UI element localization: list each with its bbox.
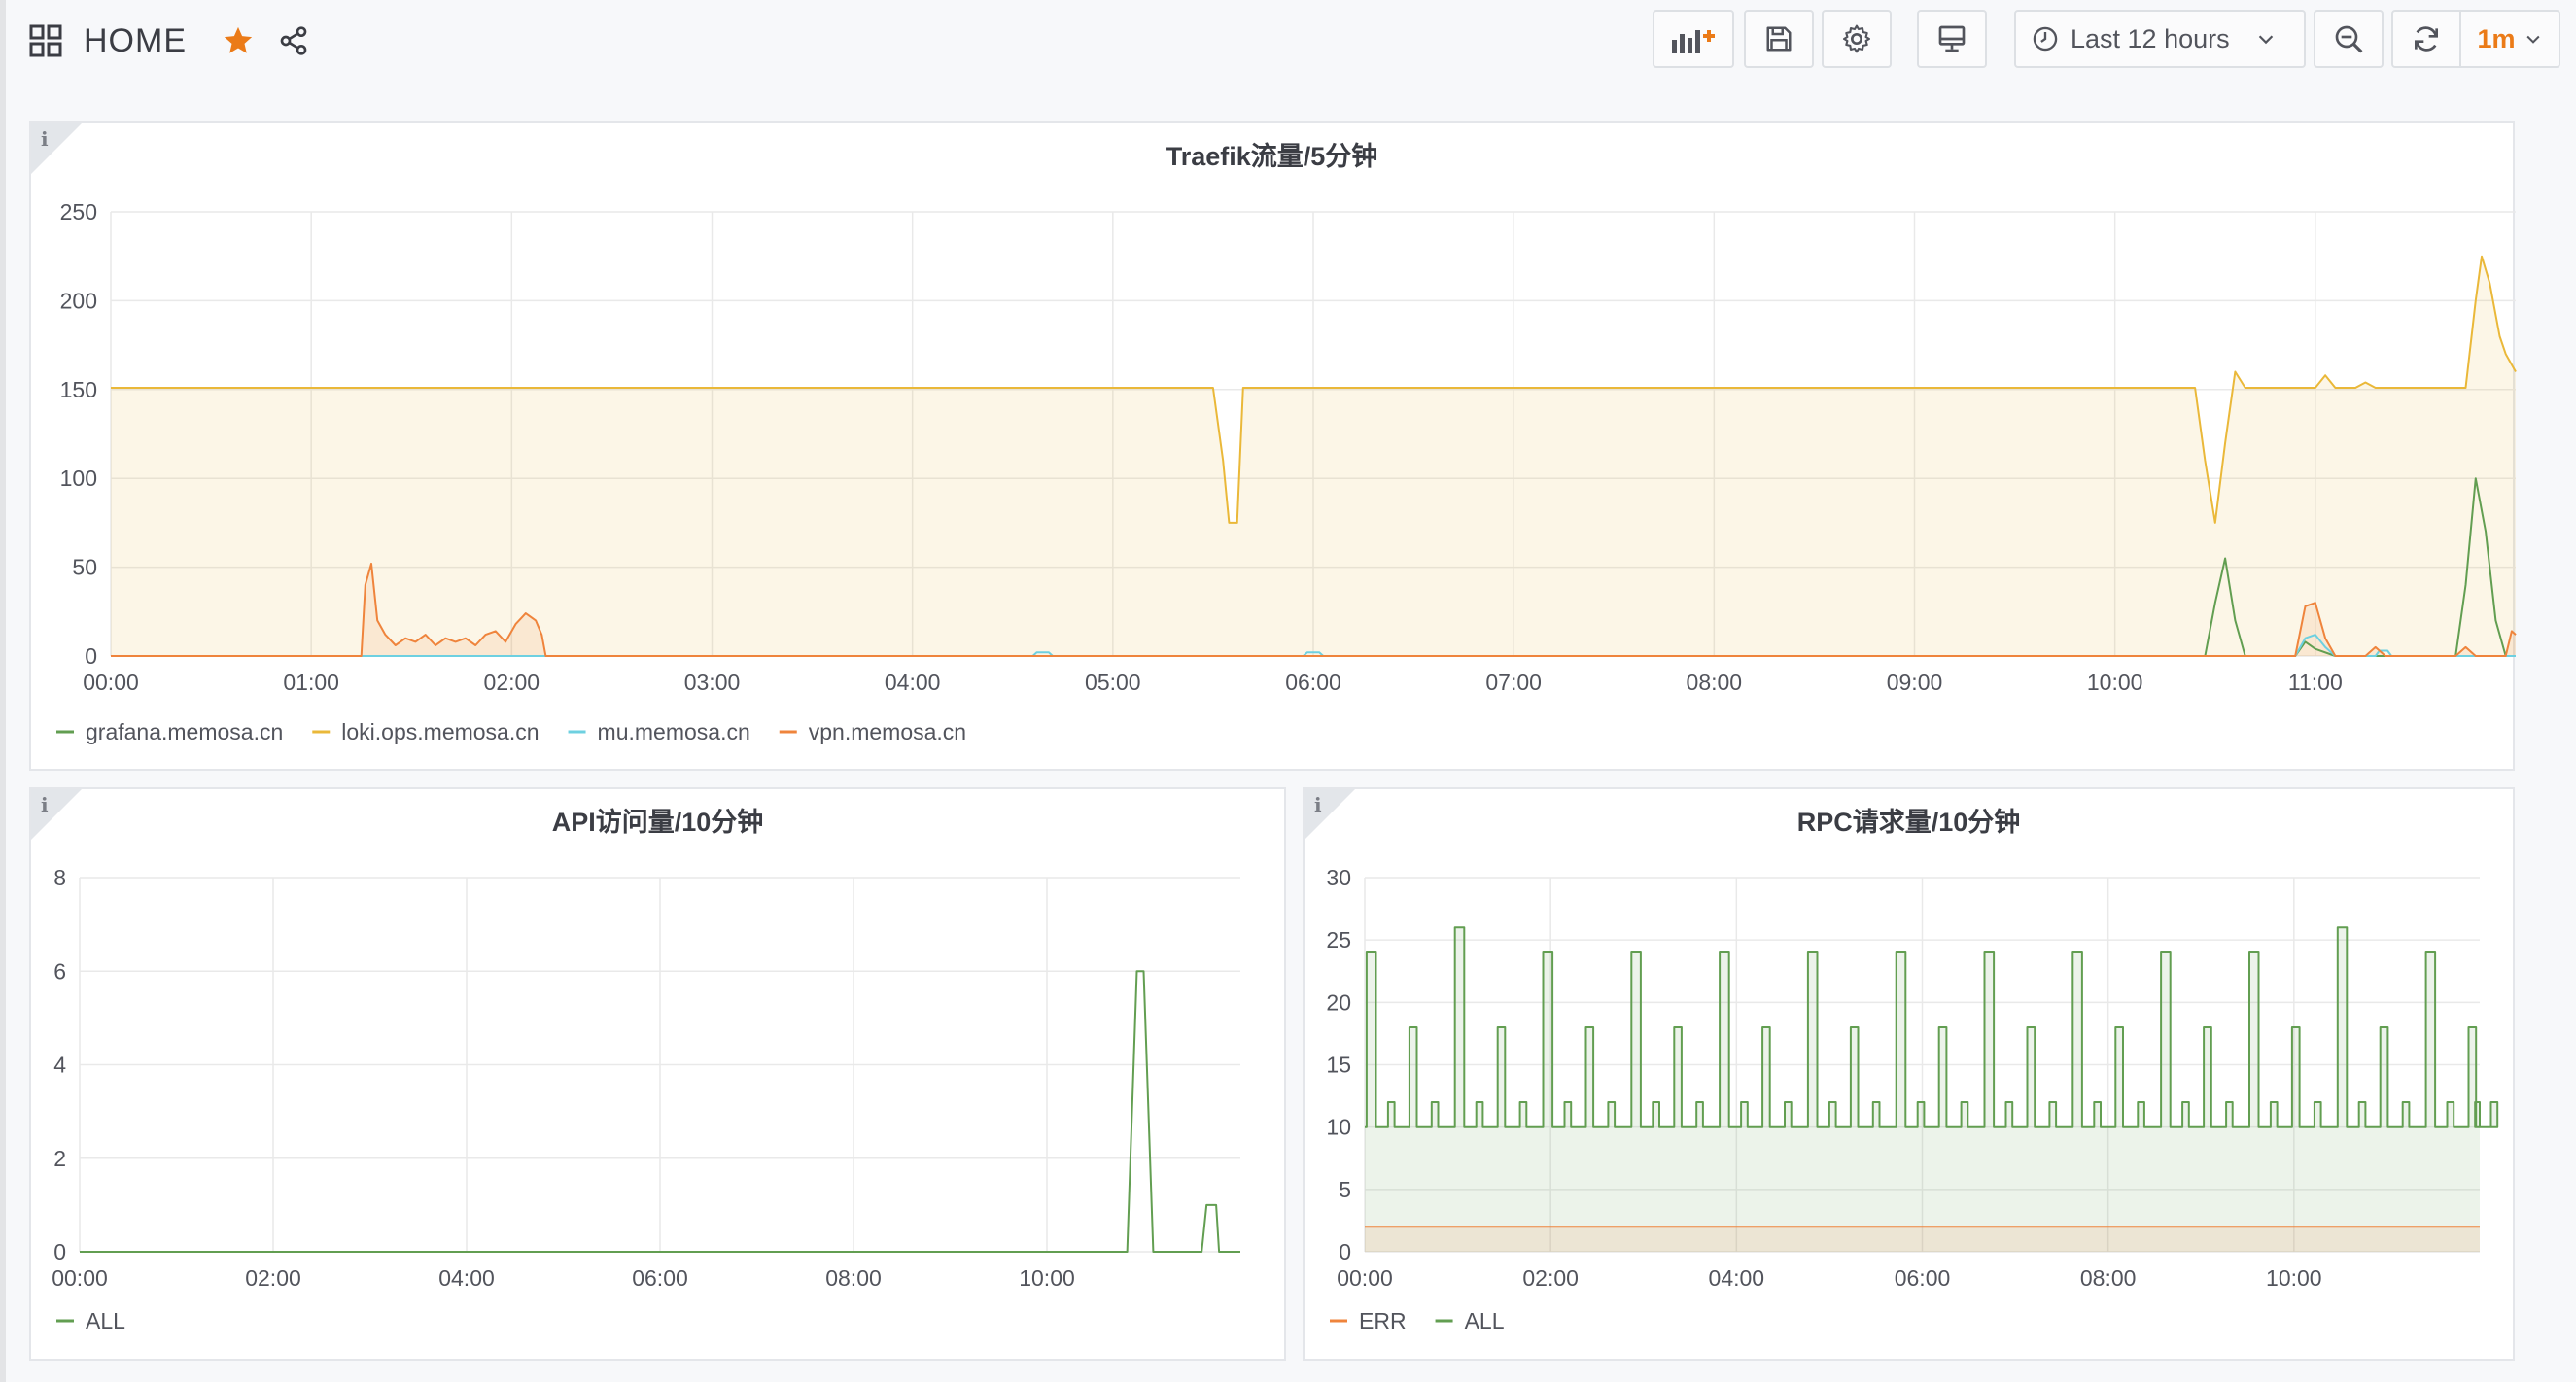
rpc-chart[interactable]: 0 5 10 15 20 25 30 00:00 02:00 04:00 06:00 08:00 10:… [1305, 789, 2513, 1359]
y-tick-label: 25 [1326, 927, 1351, 952]
add-panel-button[interactable] [1653, 10, 1734, 68]
chevron-down-icon [2258, 35, 2273, 45]
x-tick-label: 10:00 [1019, 1265, 1075, 1291]
series-line-ALL [80, 970, 1240, 1253]
y-tick-label: 30 [1326, 865, 1351, 890]
rpc-requests-panel: i RPC请求量/10分钟 0 5 10 15 20 25 30 00:00 02:00 04:0… [1303, 787, 2515, 1361]
y-tick-label: 0 [1339, 1239, 1351, 1264]
star-icon[interactable] [222, 24, 255, 57]
x-tick-label: 01:00 [283, 670, 339, 695]
x-tick-label: 06:00 [1895, 1265, 1951, 1291]
legend-label[interactable]: ALL [1465, 1308, 1505, 1333]
y-tick-label: 250 [60, 199, 97, 225]
chevron-down-icon [2525, 35, 2540, 44]
add-panel-icon [1672, 30, 1715, 53]
api-chart[interactable]: 0 2 4 6 8 00:00 02:00 04:00 06:00 08:00 10:00 ALL [31, 789, 1284, 1359]
x-tick-label: 04:00 [438, 1265, 495, 1291]
share-icon[interactable] [278, 25, 309, 56]
x-tick-label: 06:00 [1285, 670, 1341, 695]
x-tick-label: 04:00 [1709, 1265, 1765, 1291]
legend-label[interactable]: mu.memosa.cn [598, 719, 750, 744]
save-icon [1766, 26, 1792, 52]
info-icon[interactable]: i [41, 793, 49, 816]
settings-button[interactable] [1822, 10, 1892, 68]
legend-label[interactable]: ERR [1359, 1308, 1407, 1333]
x-tick-label: 04:00 [885, 670, 941, 695]
traefik-chart[interactable]: 0 50 100 150 200 250 00:00 01:00 02:00 03:00 04:00… [31, 123, 2517, 769]
left-edge-bar [0, 0, 6, 1382]
y-tick-label: 6 [53, 958, 66, 984]
legend-label[interactable]: ALL [86, 1308, 125, 1333]
y-tick-label: 15 [1326, 1053, 1351, 1078]
panel-info-corner[interactable] [1305, 789, 1355, 840]
y-tick-label: 5 [1339, 1177, 1351, 1202]
x-tick-label: 00:00 [83, 670, 139, 695]
time-range-label: Last 12 hours [2071, 23, 2230, 53]
x-tick-label: 02:00 [1522, 1265, 1579, 1291]
y-tick-label: 8 [53, 865, 66, 890]
x-tick-label: 08:00 [2080, 1265, 2137, 1291]
dashboard-header: HOME [29, 14, 309, 68]
series-line-ALL [1365, 926, 2499, 1128]
y-tick-label: 50 [72, 555, 97, 580]
y-tick-label: 10 [1326, 1115, 1351, 1140]
refresh-button[interactable] [2391, 10, 2461, 68]
x-tick-label: 09:00 [1887, 670, 1943, 695]
x-tick-label: 05:00 [1085, 670, 1141, 695]
api-requests-panel: i API访问量/10分钟 0 2 4 6 8 00:00 02:00 04:00 06:00 0… [29, 787, 1286, 1361]
series-area-loki.ops.memosa.cn [111, 256, 2516, 656]
panel-title[interactable]: RPC请求量/10分钟 [1796, 808, 2021, 837]
refresh-interval-label: 1m [2477, 23, 2516, 53]
refresh-interval-picker[interactable]: 1m [2459, 10, 2560, 68]
y-tick-label: 0 [53, 1239, 66, 1264]
y-tick-label: 2 [53, 1146, 66, 1171]
dashboard-grid-icon[interactable] [29, 24, 62, 57]
traefik-traffic-panel: i Traefik流量/5分钟 0 50 100 150 200 250 00:00 01:0… [29, 121, 2517, 771]
gear-icon [1843, 24, 1870, 53]
top-navbar: HOME [0, 0, 2576, 107]
monitor-icon [1938, 25, 1966, 52]
y-tick-label: 200 [60, 288, 97, 313]
zoom-out-button[interactable] [2314, 10, 2384, 68]
info-icon[interactable]: i [1314, 793, 1322, 816]
x-tick-label: 08:00 [825, 1265, 882, 1291]
panel-info-corner[interactable] [31, 123, 82, 174]
x-tick-label: 00:00 [52, 1265, 108, 1291]
y-tick-label: 20 [1326, 989, 1351, 1015]
x-tick-label: 06:00 [632, 1265, 688, 1291]
panel-info-corner[interactable] [31, 789, 82, 840]
panel-title[interactable]: API访问量/10分钟 [551, 808, 764, 837]
dashboard-title[interactable]: HOME [84, 21, 187, 59]
y-tick-label: 150 [60, 377, 97, 402]
legend-label[interactable]: grafana.memosa.cn [86, 719, 283, 744]
x-tick-label: 02:00 [245, 1265, 301, 1291]
x-tick-label: 00:00 [1337, 1265, 1393, 1291]
x-tick-label: 02:00 [484, 670, 540, 695]
x-tick-label: 07:00 [1485, 670, 1542, 695]
tv-mode-button[interactable] [1917, 10, 1987, 68]
series-line-vpn.memosa.cn [111, 562, 2517, 657]
zoom-out-icon [2335, 25, 2363, 53]
y-tick-label: 0 [85, 643, 97, 669]
y-tick-label: 4 [53, 1053, 66, 1078]
x-tick-label: 03:00 [684, 670, 741, 695]
legend-label[interactable]: loki.ops.memosa.cn [341, 719, 539, 744]
panel-title[interactable]: Traefik流量/5分钟 [1166, 142, 1378, 171]
legend-label[interactable]: vpn.memosa.cn [809, 719, 966, 744]
info-icon[interactable]: i [41, 127, 49, 151]
series-line-loki.ops.memosa.cn [111, 255, 2517, 524]
x-tick-label: 10:00 [2266, 1265, 2322, 1291]
x-tick-label: 11:00 [2288, 670, 2343, 695]
save-dashboard-button[interactable] [1744, 10, 1814, 68]
series-area-ERR [1365, 1227, 2480, 1252]
x-tick-label: 10:00 [2087, 670, 2143, 695]
y-tick-label: 100 [60, 466, 97, 491]
series-area-ALL [1365, 927, 2498, 1252]
x-tick-label: 08:00 [1687, 670, 1743, 695]
time-range-picker[interactable]: Last 12 hours [2014, 10, 2306, 68]
clock-icon [2033, 26, 2058, 52]
refresh-icon [2415, 26, 2438, 52]
series-line-grafana.memosa.cn [111, 477, 2516, 657]
